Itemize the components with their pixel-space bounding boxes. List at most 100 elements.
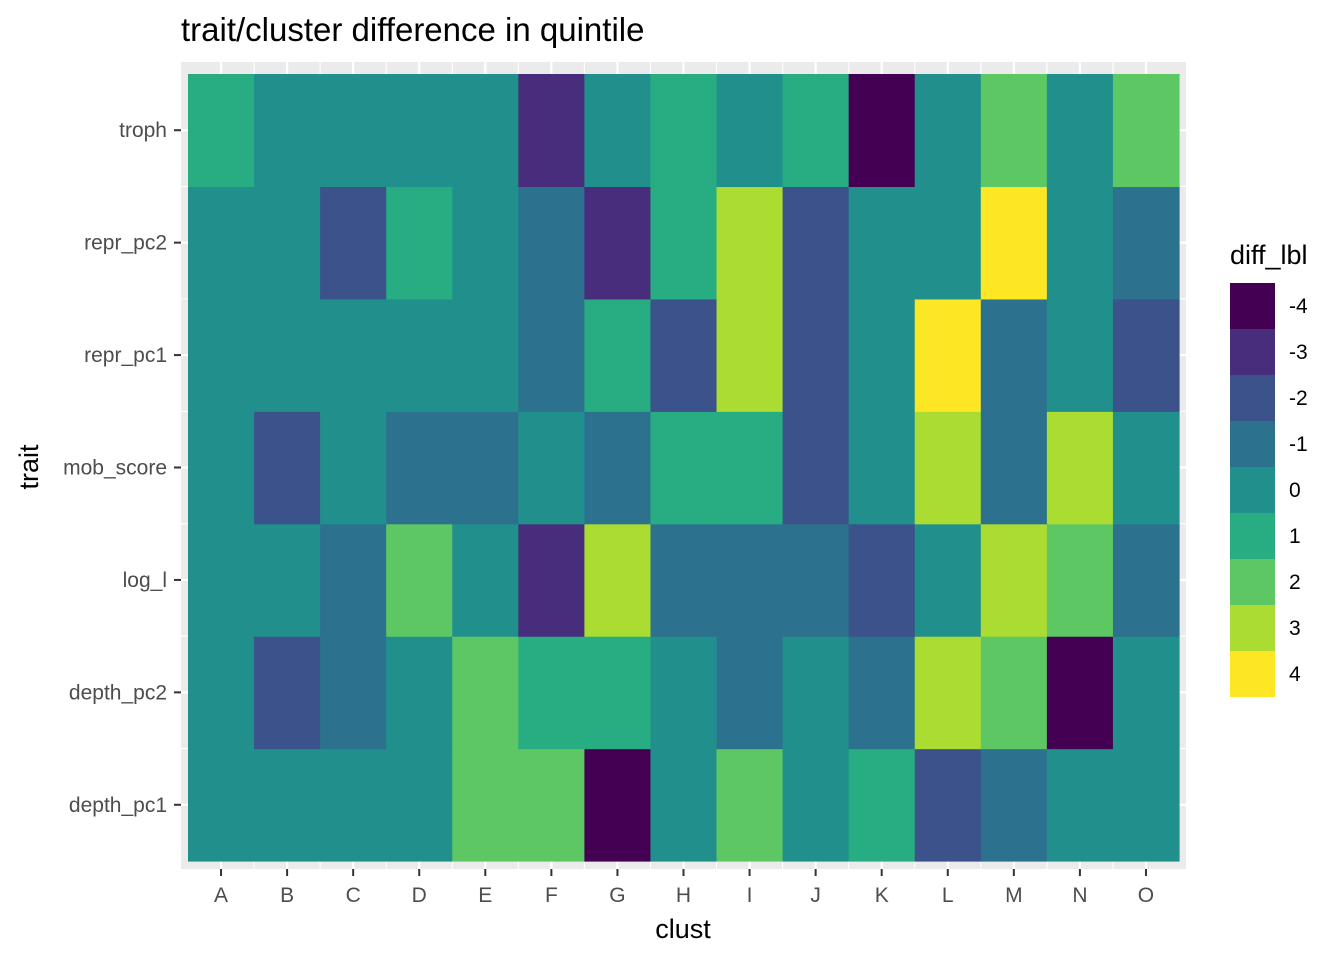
heatmap-tile-repr_pc2-J (782, 186, 850, 300)
heatmap-tile-mob_score-L (914, 411, 982, 525)
heatmap-tile-mob_score-A (188, 411, 255, 525)
heatmap-tile-repr_pc2-B (254, 186, 321, 300)
legend-key (1230, 329, 1275, 375)
x-tick-label: M (1005, 884, 1023, 907)
heatmap-tile-troph-M (980, 74, 1048, 188)
heatmap-tile-depth_pc1-G (584, 748, 652, 862)
heatmap-tile-depth_pc1-I (716, 748, 784, 862)
heatmap-tile-depth_pc1-M (980, 748, 1048, 862)
legend-label: 0 (1289, 479, 1301, 502)
legend-label: 4 (1289, 663, 1301, 686)
x-tick-label: B (280, 884, 294, 907)
heatmap-tile-depth_pc2-O (1112, 636, 1180, 750)
heatmap-tile-repr_pc1-C (320, 298, 387, 412)
x-tick-label: C (346, 884, 361, 907)
legend-key (1230, 559, 1275, 605)
y-axis-title: trait (14, 444, 44, 490)
legend-label: 3 (1289, 617, 1301, 640)
legend-title: diff_lbl (1230, 240, 1308, 270)
x-tick-label: O (1138, 884, 1154, 907)
heatmap-tiles (188, 74, 1180, 862)
heatmap-tile-depth_pc1-L (914, 748, 982, 862)
y-tick-label: depth_pc2 (69, 681, 167, 704)
heatmap-tile-repr_pc1-H (650, 298, 718, 412)
heatmap-tile-depth_pc2-I (716, 636, 784, 750)
heatmap-tile-depth_pc2-C (320, 636, 387, 750)
heatmap-tile-repr_pc1-A (188, 298, 255, 412)
heatmap-tile-log_l-N (1046, 523, 1114, 637)
y-tick-label: log_l (123, 569, 167, 592)
heatmap-tile-mob_score-H (650, 411, 718, 525)
heatmap-tile-depth_pc1-J (782, 748, 850, 862)
heatmap-tile-mob_score-D (386, 411, 453, 525)
heatmap-tile-repr_pc2-O (1112, 186, 1180, 300)
heatmap-tile-depth_pc2-E (452, 636, 519, 750)
heatmap-tile-repr_pc1-E (452, 298, 519, 412)
heatmap-tile-depth_pc1-F (518, 748, 585, 862)
heatmap-tile-troph-N (1046, 74, 1114, 188)
heatmap-tile-depth_pc1-B (254, 748, 321, 862)
heatmap-tile-repr_pc2-F (518, 186, 585, 300)
heatmap-tile-depth_pc1-N (1046, 748, 1114, 862)
heatmap-tile-depth_pc2-J (782, 636, 850, 750)
x-tick-label: L (942, 884, 954, 907)
legend-key (1230, 283, 1275, 329)
legend-label: 1 (1289, 525, 1301, 548)
legend-key (1230, 605, 1275, 651)
x-tick-label: A (214, 884, 228, 907)
heatmap-tile-troph-C (320, 74, 387, 188)
heatmap-tile-depth_pc2-F (518, 636, 585, 750)
x-tick-label: E (478, 884, 492, 907)
heatmap-tile-troph-B (254, 74, 321, 188)
heatmap-tile-repr_pc1-L (914, 298, 982, 412)
heatmap-tile-troph-J (782, 74, 850, 188)
heatmap-tile-log_l-I (716, 523, 784, 637)
heatmap-tile-troph-K (848, 74, 916, 188)
x-tick-label: J (810, 884, 821, 907)
heatmap-tile-depth_pc2-L (914, 636, 982, 750)
heatmap-tile-log_l-L (914, 523, 982, 637)
heatmap-tile-repr_pc2-K (848, 186, 916, 300)
heatmap-tile-mob_score-N (1046, 411, 1114, 525)
heatmap-tile-depth_pc1-O (1112, 748, 1180, 862)
heatmap-tile-repr_pc2-I (716, 186, 784, 300)
heatmap-tile-depth_pc2-K (848, 636, 916, 750)
heatmap-tile-depth_pc1-D (386, 748, 453, 862)
heatmap-tile-troph-L (914, 74, 982, 188)
heatmap-tile-repr_pc1-K (848, 298, 916, 412)
y-tick-label: depth_pc1 (69, 794, 167, 817)
heatmap-tile-log_l-D (386, 523, 453, 637)
x-tick-label: D (412, 884, 427, 907)
legend-label: -2 (1289, 387, 1308, 410)
y-tick-label: mob_score (63, 457, 167, 480)
heatmap-tile-repr_pc2-G (584, 186, 652, 300)
x-tick-label: F (545, 884, 558, 907)
heatmap-tile-log_l-O (1112, 523, 1180, 637)
heatmap-tile-troph-I (716, 74, 784, 188)
legend-label: -3 (1289, 341, 1308, 364)
heatmap-tile-log_l-E (452, 523, 519, 637)
heatmap-tile-repr_pc2-M (980, 186, 1048, 300)
heatmap-tile-mob_score-E (452, 411, 519, 525)
y-tick-label: repr_pc2 (84, 232, 167, 255)
legend-key (1230, 513, 1275, 559)
heatmap-tile-depth_pc1-E (452, 748, 519, 862)
x-tick-label: N (1072, 884, 1087, 907)
heatmap-tile-log_l-G (584, 523, 652, 637)
legend-label: -4 (1289, 295, 1308, 318)
heatmap-tile-log_l-H (650, 523, 718, 637)
heatmap-tile-depth_pc1-H (650, 748, 718, 862)
heatmap-tile-depth_pc2-H (650, 636, 718, 750)
heatmap-tile-depth_pc2-M (980, 636, 1048, 750)
heatmap-tile-log_l-C (320, 523, 387, 637)
x-tick-label: H (676, 884, 691, 907)
y-tick-label: troph (119, 119, 167, 142)
x-axis: A B C D E F G H I J K L M N O (214, 869, 1154, 907)
heatmap-tile-repr_pc2-N (1046, 186, 1114, 300)
heatmap-tile-mob_score-J (782, 411, 850, 525)
legend: -4 -3 -2 -1 0 1 2 3 4 (1230, 283, 1308, 697)
heatmap-tile-log_l-J (782, 523, 850, 637)
heatmap-tile-repr_pc1-O (1112, 298, 1180, 412)
heatmap-tile-depth_pc1-K (848, 748, 916, 862)
